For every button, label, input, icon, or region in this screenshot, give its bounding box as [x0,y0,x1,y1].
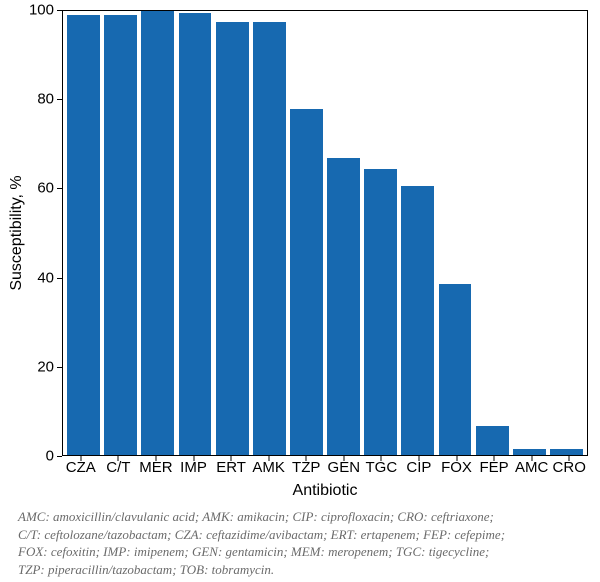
x-axis-label: Antibiotic [62,482,588,500]
y-tick-mark [57,99,62,100]
y-tick-mark [57,10,62,11]
x-tick-label: FOX [441,459,472,476]
x-tick-label: C/T [106,459,130,476]
bar [327,158,360,455]
x-tick-label: IMP [180,459,207,476]
bar [253,22,286,455]
x-tick-label: CIP [406,459,431,476]
x-tick-label: CRO [553,459,586,476]
x-tick-label: CZA [66,459,96,476]
x-tick-label: TGC [366,459,398,476]
bar [216,22,249,455]
bar [550,449,583,455]
bar [290,109,323,455]
bar [67,15,100,455]
caption-line: AMC: amoxicillin/clavulanic acid; AMK: a… [18,508,588,526]
y-tick-mark [57,278,62,279]
y-axis-label: Susceptibility, % [8,175,26,290]
caption-line: TZP: piperacillin/tazobactam; TOB: tobra… [18,561,588,579]
y-tick-label: 100 [0,2,60,19]
bar [141,11,174,455]
x-tick-label: ERT [216,459,246,476]
bar [179,13,212,455]
caption-line: C/T: ceftolozane/tazobactam; CZA: ceftaz… [18,526,588,544]
bar [104,15,137,455]
bar [401,186,434,455]
y-tick-mark [57,456,62,457]
bar [513,449,546,455]
y-tick-label: 20 [0,358,60,375]
bars-container [63,11,587,455]
x-tick-label: MER [139,459,172,476]
caption-line: FOX: cefoxitin; IMP: imipenem; GEN: gent… [18,543,588,561]
x-tick-label: FEP [479,459,508,476]
x-tick-label: TZP [292,459,320,476]
x-tick-label: AMC [515,459,548,476]
chart-plot-area [62,10,588,456]
y-tick-label: 0 [0,448,60,465]
x-tick-label: AMK [252,459,285,476]
abbreviation-caption: AMC: amoxicillin/clavulanic acid; AMK: a… [18,508,588,578]
bar [476,426,509,455]
bar [364,169,397,455]
y-tick-label: 80 [0,91,60,108]
x-tick-label: GEN [328,459,361,476]
y-tick-mark [57,188,62,189]
figure-container: 020406080100 CZAC/TMERIMPERTAMKTZPGENTGC… [0,0,600,582]
bar [439,284,472,455]
y-tick-mark [57,367,62,368]
